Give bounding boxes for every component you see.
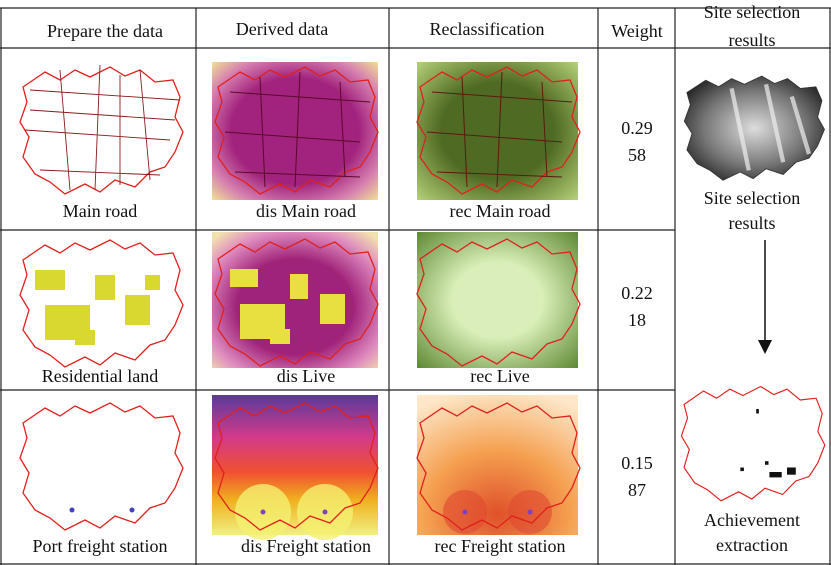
header-cell: Prepare the data (47, 21, 163, 41)
header-cell: Derived data (236, 19, 328, 39)
result-label: Site selection (704, 188, 800, 208)
cell-label: dis Freight station (241, 536, 371, 556)
header-cell: Site selection (704, 2, 800, 22)
result-label: Achievement (704, 510, 800, 530)
header-cell: Weight (611, 21, 663, 41)
map-dis-main-road (212, 62, 379, 200)
weight-value: 18 (628, 310, 646, 330)
map-main-road (19, 64, 184, 195)
map-dis-live (212, 232, 379, 368)
map-dis-freight (212, 395, 379, 540)
cell-label: dis Live (277, 366, 336, 386)
header-cell: Reclassification (430, 19, 545, 39)
weight-value: 0.29 (621, 118, 653, 138)
result-label: results (729, 213, 776, 233)
arrow (758, 240, 772, 354)
map-achievement (680, 385, 826, 502)
result-label: extraction (716, 535, 788, 555)
weight-value: 0.22 (621, 283, 653, 303)
cell-label: Port freight station (33, 536, 168, 556)
weight-value: 87 (628, 480, 646, 500)
map-rec-main-road (416, 62, 581, 200)
cell-label: rec Main road (450, 201, 551, 221)
table-rules (0, 7, 831, 565)
cell-label: rec Live (470, 366, 529, 386)
cell-label: rec Freight station (435, 536, 566, 556)
map-rec-live (416, 232, 581, 368)
row-labels: Main road dis Main road rec Main road 0.29 5… (33, 118, 653, 556)
map-residential (19, 239, 184, 368)
cell-label: dis Main road (256, 201, 356, 221)
cell-label: Residential land (42, 366, 158, 386)
map-port (19, 402, 184, 531)
map-rec-freight (416, 395, 581, 535)
cell-label: Main road (63, 201, 137, 221)
weight-value: 0.15 (621, 453, 653, 473)
weight-value: 58 (628, 145, 646, 165)
map-site-selection (683, 75, 825, 181)
header-cell: results (729, 30, 776, 50)
